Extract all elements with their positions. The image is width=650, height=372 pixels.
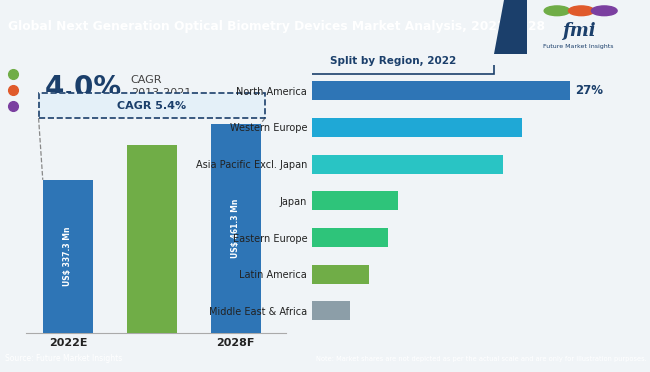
Bar	[312, 155, 503, 174]
Bar	[312, 301, 350, 320]
Circle shape	[592, 6, 617, 16]
Text: Future Market Insights: Future Market Insights	[543, 44, 614, 49]
Text: 2013-2021: 2013-2021	[131, 88, 191, 98]
Text: Global Next Generation Optical Biometry Devices Market Analysis, 2022-2028: Global Next Generation Optical Biometry …	[8, 20, 545, 33]
Text: CAGR: CAGR	[131, 75, 162, 85]
Bar	[312, 265, 369, 284]
Bar	[312, 191, 398, 211]
Circle shape	[569, 6, 594, 16]
Circle shape	[544, 6, 570, 16]
Text: US$ 337.3 Mn: US$ 337.3 Mn	[64, 227, 72, 286]
Text: Source: Future Market Insights: Source: Future Market Insights	[5, 354, 122, 363]
Text: Note: Market shares are not depicted as per the actual scale and are only for il: Note: Market shares are not depicted as …	[316, 356, 647, 362]
Polygon shape	[494, 0, 526, 54]
FancyBboxPatch shape	[38, 93, 265, 118]
Text: Split by Region, 2022: Split by Region, 2022	[330, 57, 456, 67]
Bar	[127, 145, 177, 333]
Bar	[43, 180, 93, 333]
Text: US$ 461.3 Mn: US$ 461.3 Mn	[231, 199, 240, 258]
Text: 27%: 27%	[575, 84, 603, 97]
Text: fmi: fmi	[562, 22, 595, 40]
Bar	[312, 228, 389, 247]
Bar	[312, 118, 523, 137]
FancyBboxPatch shape	[293, 49, 493, 74]
Bar	[312, 81, 570, 100]
Text: CAGR 5.4%: CAGR 5.4%	[117, 100, 187, 110]
Bar	[211, 124, 261, 333]
Text: 4.0%: 4.0%	[44, 74, 122, 102]
